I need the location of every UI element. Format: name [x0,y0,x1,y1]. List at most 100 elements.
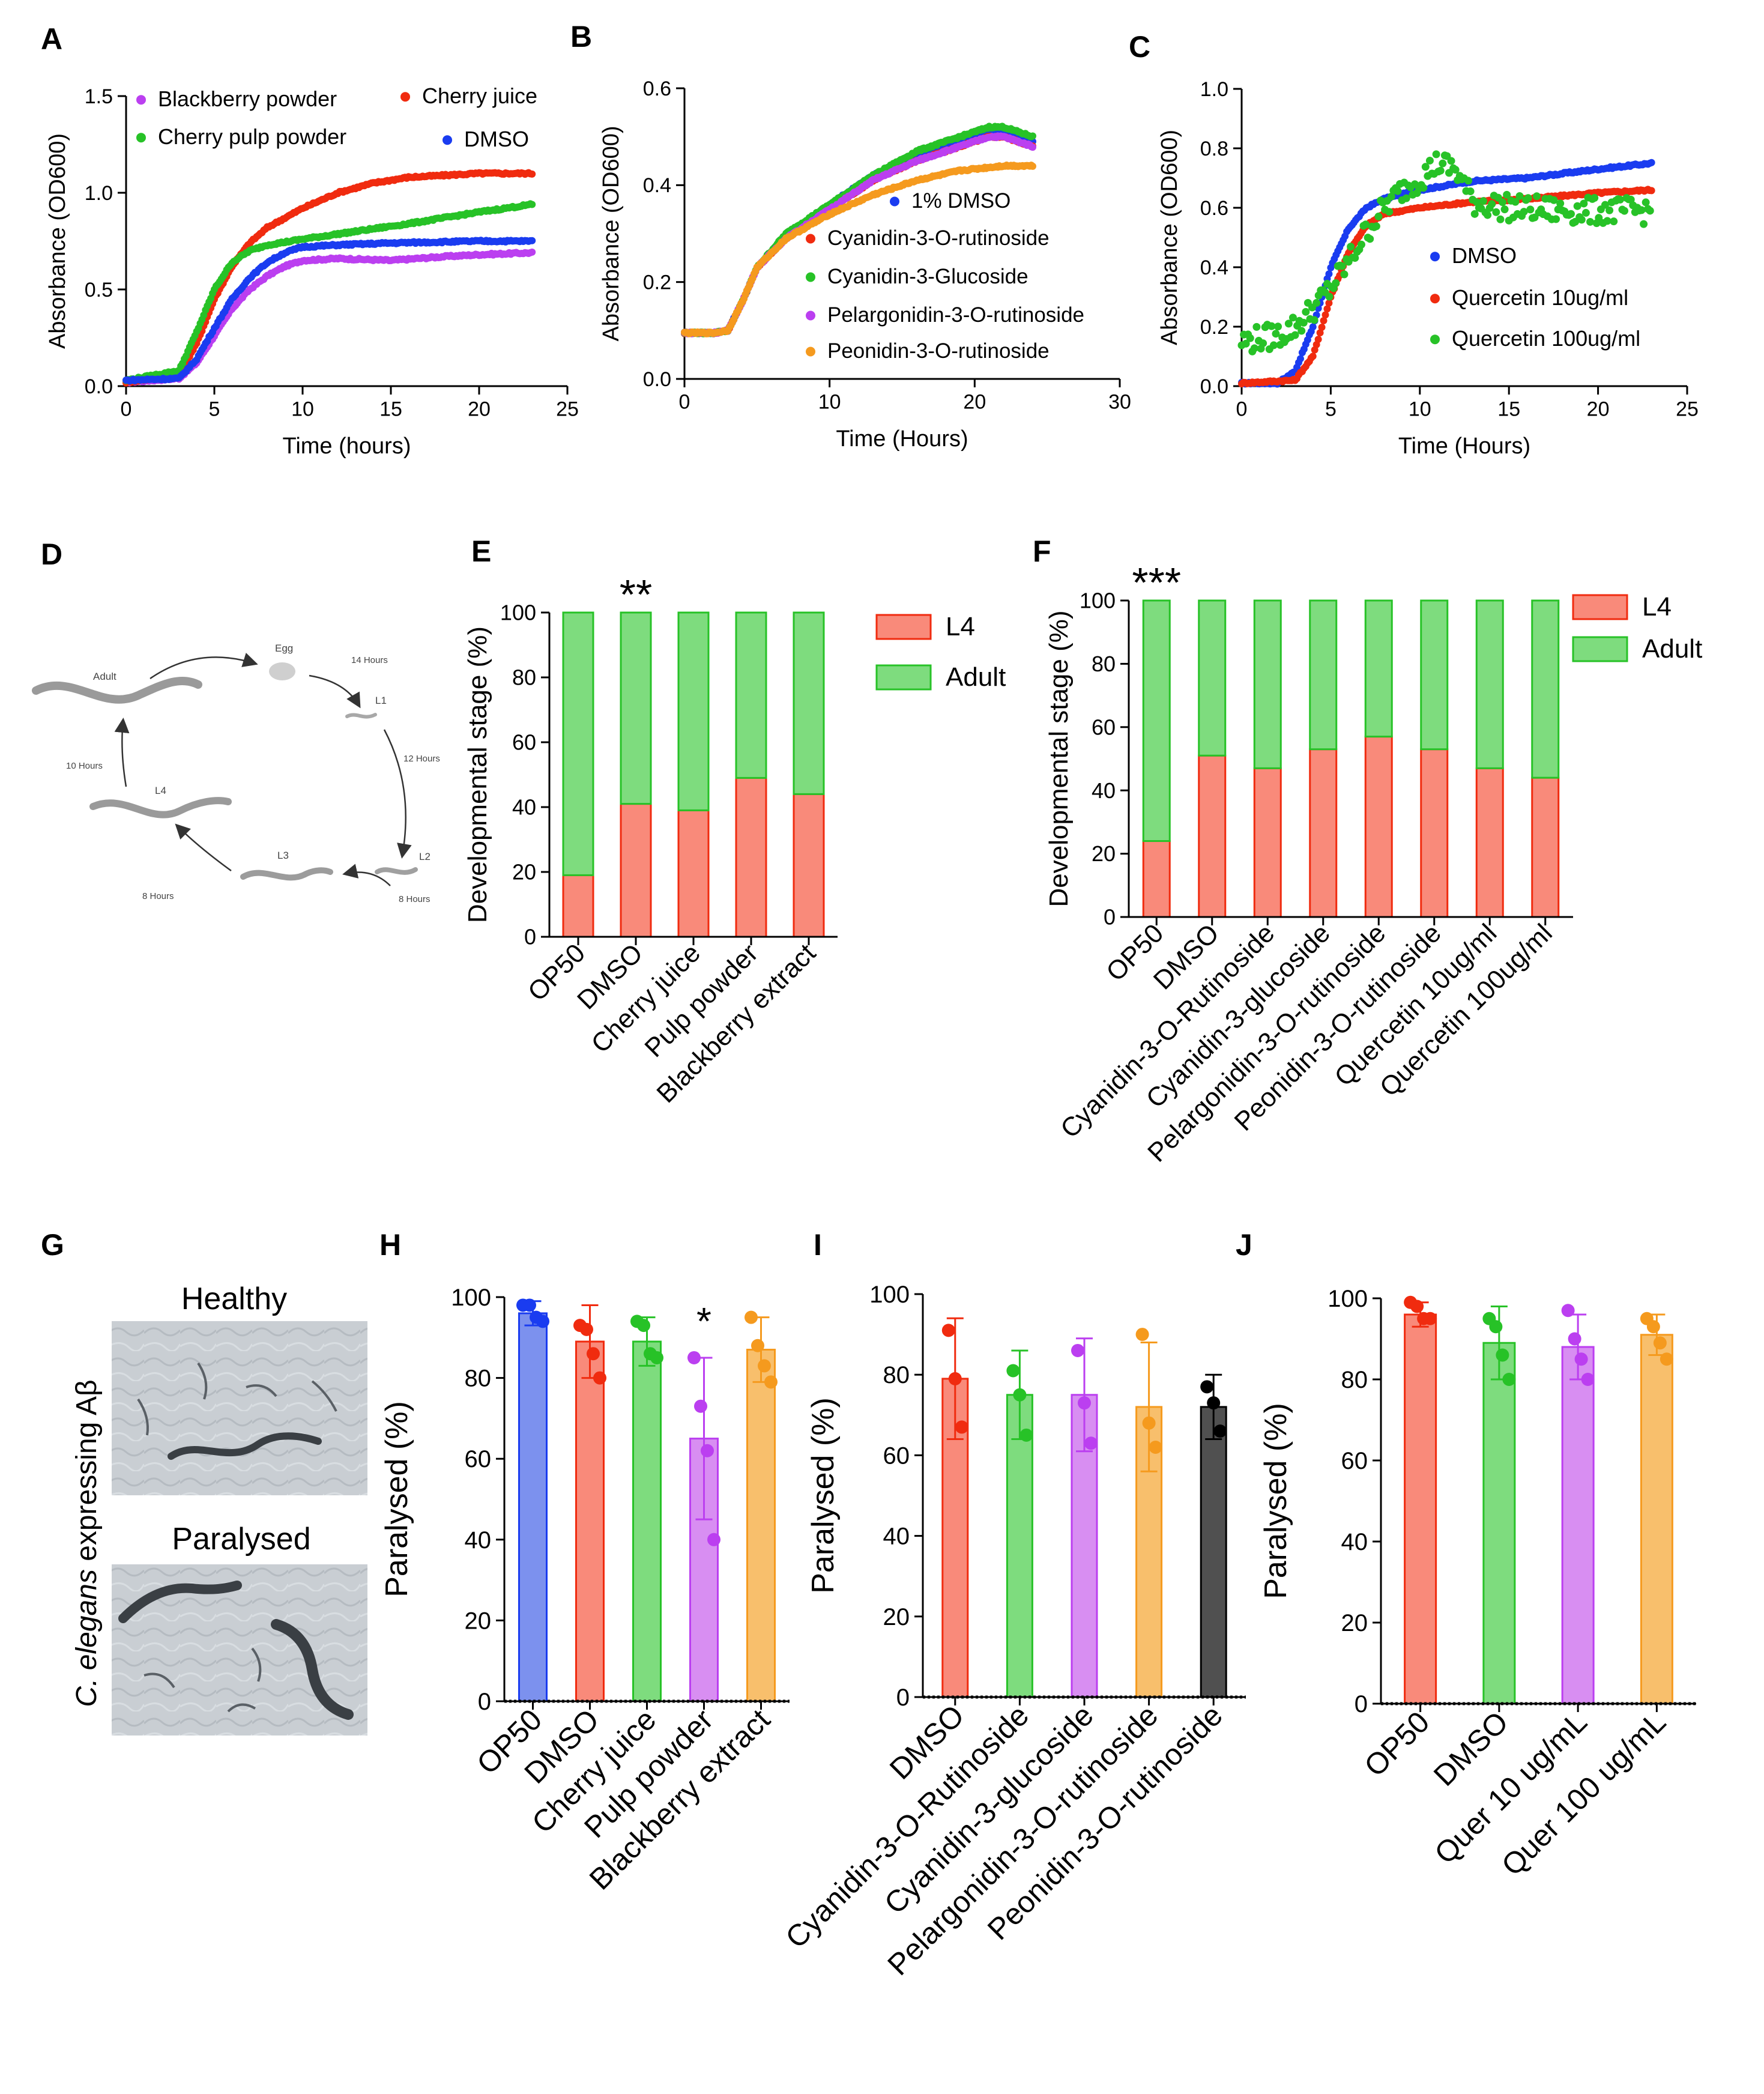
legend-marker [400,92,410,102]
data-point [687,1351,701,1364]
data-point [1029,162,1036,170]
series-quercetin-100ug-ml [1237,150,1654,356]
legend-label: L4 [1642,592,1672,622]
bar [746,1348,776,1702]
y-tick-label: 0 [478,1689,491,1715]
legend-label: Cyanidin-3-Glucoside [827,265,1028,288]
y-tick-label: 100 [869,1282,910,1308]
data-point [1366,235,1374,243]
legend-label: Blackberry powder [158,86,337,111]
bar-adult [620,611,652,805]
data-point [1660,1352,1673,1366]
data-point [1309,323,1317,331]
data-point [580,1322,593,1336]
data-point [1357,240,1365,249]
panel-letter-a: A [41,22,62,56]
data-point [1573,202,1581,210]
arrow-l1-l2 [383,729,412,859]
data-point [1511,198,1520,206]
data-point [1387,192,1395,201]
data-point [1581,208,1590,217]
panel-letter-b: B [570,20,592,53]
y-tick-label: 1.0 [1200,78,1228,101]
duration-l1-l2: 12 Hours [403,754,440,764]
data-point [1500,205,1509,214]
legend-swatch [1572,594,1628,620]
data-point [1297,327,1306,335]
data-point [1267,322,1276,330]
data-point [1648,187,1655,195]
data-point [528,170,536,178]
arrow-egg-l1 [309,674,361,709]
arrow-l4-adult [114,718,130,787]
data-point [528,237,536,244]
small-worm-5 [143,1672,175,1689]
legend-label: Cyanidin-3-O-rutinoside [827,226,1050,250]
panel-letter-i: I [814,1228,822,1262]
data-point [1581,1373,1595,1386]
data-point [1451,166,1460,174]
series-cherry-pulp-powder [122,200,536,384]
worm-adult [32,676,202,704]
data-point [1590,194,1599,202]
data-point [1347,243,1355,251]
x-tick-label: 25 [556,398,579,421]
bar-l4 [677,809,710,938]
y-tick-label: 20 [883,1604,910,1630]
data-point [1340,270,1349,279]
data-point [1200,1380,1214,1394]
data-point [1488,200,1496,208]
y-tick-label: 40 [883,1524,910,1550]
x-axis-title: Time (hours) [283,434,411,459]
data-point [1574,1352,1588,1366]
data-point [1332,279,1340,287]
growth-curve-chart-c: 0.0 0.2 0.4 0.6 0.8 1.0 0 5 10 15 20 25 Time (Hours)… [1157,78,1699,459]
data-point [650,1351,663,1364]
legend-swatch [1572,636,1628,662]
duration-l3-l4: 8 Hours [142,891,174,901]
data-point [1533,192,1541,201]
bar-l4 [1198,754,1227,918]
data-point [1419,184,1428,192]
bar [1006,1394,1033,1698]
x-tick-label: 10 [291,398,314,421]
duration-l2-l3: 8 Hours [399,894,430,904]
panel-letter-g: G [41,1228,64,1262]
y-tick-label: 0.2 [643,271,671,294]
data-point [1556,199,1565,208]
y-tick-label: 0.8 [1200,138,1228,160]
data-point [1142,1416,1156,1430]
bar [1640,1334,1673,1705]
arrow-adult-egg [150,653,258,680]
legend-label: DMSO [464,127,529,151]
data-point [1288,313,1297,322]
legend-marker [136,95,146,105]
small-worm-1 [197,1362,208,1400]
y-tick-label: 0.6 [643,77,671,100]
panel-letter-j: J [1236,1228,1252,1262]
bar-l4 [1253,767,1282,918]
data-point [1550,196,1558,204]
data-point [1291,331,1299,339]
data-point [1621,207,1629,215]
x-tick-label: 10 [818,391,841,414]
data-point [1439,159,1447,168]
bar [1200,1406,1227,1698]
y-tick-label: 0.0 [643,368,671,391]
bar-l4 [1142,840,1171,918]
y-axis-title: Developmental stage (%) [463,626,492,923]
data-point [1561,1304,1575,1318]
bar-l4 [793,793,825,938]
data-point [1299,318,1308,327]
y-tick-label: 1.0 [85,182,113,205]
data-point [1272,330,1280,338]
stage-label-l4: L4 [155,785,166,796]
bar-adult [1198,599,1227,757]
legend-label: Quercetin 10ug/ml [1452,285,1628,310]
data-point [1568,1332,1581,1346]
legend-swatch [875,664,932,691]
data-point [1242,339,1250,348]
growth-curve-chart-a: 0.0 0.5 1.0 1.5 0 5 10 15 20 25 Time (hours) Absorb… [45,83,579,459]
y-tick-label: 60 [883,1442,910,1469]
